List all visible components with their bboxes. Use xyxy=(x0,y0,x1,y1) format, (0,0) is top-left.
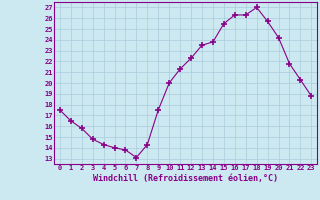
X-axis label: Windchill (Refroidissement éolien,°C): Windchill (Refroidissement éolien,°C) xyxy=(93,174,278,183)
